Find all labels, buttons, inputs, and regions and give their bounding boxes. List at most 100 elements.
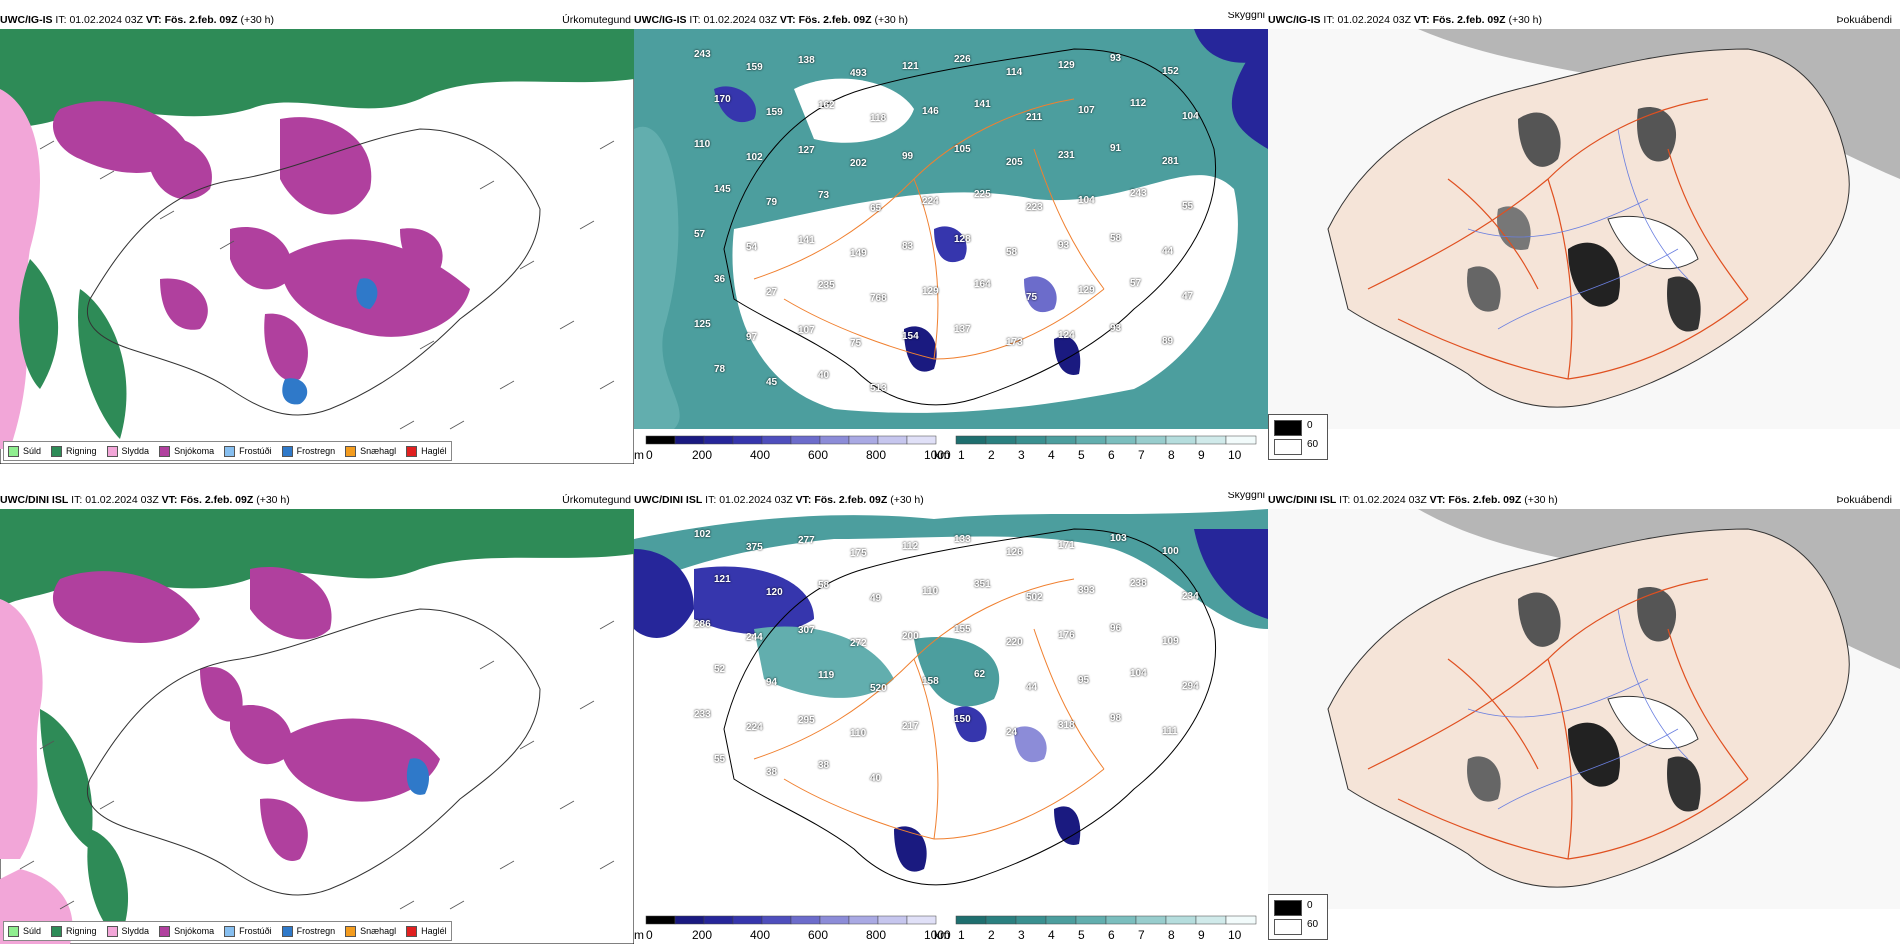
colorbar-tick-label: 2 (988, 928, 995, 942)
visibility-value-label: 502 (1026, 592, 1043, 603)
colorbar-unit: m (634, 448, 644, 462)
visibility-value-label: 110 (694, 139, 711, 150)
legend-label: Haglél (421, 446, 447, 456)
visibility-value-label: 118 (870, 113, 887, 124)
swatch (281, 445, 293, 457)
swatch (8, 445, 19, 457)
visibility-value-label: 112 (902, 541, 919, 552)
legend-item: Haglél (406, 445, 447, 457)
visibility-value-label: 62 (974, 669, 986, 680)
lead-time: (+30 h) (1524, 494, 1558, 506)
colorbar-tick-label: 1 (958, 448, 965, 462)
legend-label: Snjókoma (174, 446, 215, 456)
visibility-value-label: 149 (850, 248, 867, 259)
init-time: 01.02.2024 03Z (69, 14, 143, 26)
colorbar-swatch (1045, 915, 1077, 925)
visibility-value-label: 243 (694, 49, 711, 60)
legend-item: Rigning (51, 445, 97, 457)
colorbar-unit: km (934, 928, 950, 942)
lead-time: (+30 h) (256, 494, 290, 506)
colorbar-swatch (906, 435, 937, 445)
legend-low-label: 0 (1307, 900, 1313, 911)
colorbar-swatch (1015, 435, 1047, 445)
colorbar-tick-label: 10 (1228, 928, 1242, 942)
visibility-value-label: 110 (922, 586, 939, 597)
it-label: IT: (1323, 14, 1335, 26)
visibility-value-label: 44 (1162, 246, 1174, 257)
visibility-map (634, 509, 1268, 909)
colorbar-tick-label: 8 (1168, 448, 1175, 462)
colorbar-swatch (1165, 435, 1197, 445)
visibility-value-label: 226 (954, 54, 971, 65)
visibility-value-label: 119 (818, 670, 835, 681)
lead-time: (+30 h) (240, 14, 275, 26)
panel-title: UWC/IG-IS IT: 01.02.2024 03Z VT: Fös. 2.… (0, 12, 634, 29)
visibility-value-label: 107 (1078, 105, 1095, 116)
swatch (224, 925, 236, 937)
model-name: UWC/IG-IS (1268, 14, 1321, 26)
visibility-value-label: 55 (714, 754, 726, 765)
visibility-value-label: 281 (1162, 156, 1179, 167)
colorbar-tick-label: 400 (750, 448, 770, 462)
legend-label: Rigning (66, 446, 97, 456)
colorbar-swatch (1165, 915, 1197, 925)
panel-title: UWC/DINI ISL IT: 01.02.2024 03Z VT: Fös.… (1268, 492, 1900, 509)
visibility-value-label: 102 (694, 529, 711, 540)
vt-label: VT: (795, 494, 812, 506)
visibility-value-label: 133 (954, 534, 971, 545)
colorbar-tick-label: 9 (1198, 928, 1205, 942)
visibility-value-label: 45 (766, 377, 778, 388)
colorbar-swatch (732, 435, 763, 445)
visibility-value-label: 114 (1006, 67, 1023, 78)
model-name: UWC/IG-IS (634, 14, 687, 26)
colorbar-swatch (906, 915, 937, 925)
visibility-value-label: 224 (746, 722, 763, 733)
visibility-value-label: 99 (902, 151, 914, 162)
visibility-value-label: 286 (694, 619, 711, 630)
colorbar-tick-label: 10 (1228, 448, 1242, 462)
visibility-value-label: 173 (1006, 337, 1023, 348)
colorbar-tick-label: 200 (692, 928, 712, 942)
colorbar-tick-label: 1000 (924, 448, 951, 462)
visibility-value-label: 164 (974, 279, 991, 290)
visibility-value-label: 24 (1006, 727, 1018, 738)
colorbar-tick-label: 9 (1198, 448, 1205, 462)
visibility-value-label: 243 (1130, 188, 1147, 199)
legend-label: Haglél (421, 926, 447, 936)
colorbar-tick-label: 400 (750, 928, 770, 942)
visibility-value-label: 223 (1026, 202, 1043, 213)
it-label: IT: (705, 494, 717, 506)
visibility-value-label: 110 (850, 728, 867, 739)
colorbar-swatch (1105, 435, 1137, 445)
fog-index-legend: 0 60 (1268, 894, 1328, 940)
visibility-value-label: 295 (798, 715, 815, 726)
colorbar-swatch (761, 435, 792, 445)
colorbar-swatch (1075, 435, 1107, 445)
swatch (345, 445, 357, 457)
visibility-value-label: 36 (714, 274, 726, 285)
visibility-value-label: 277 (798, 535, 815, 546)
legend-item: Slydda (106, 925, 149, 937)
visibility-value-label: 128 (954, 234, 971, 245)
colorbar-swatch (674, 915, 705, 925)
visibility-value-label: 58 (1110, 233, 1122, 244)
visibility-value-label: 102 (746, 152, 763, 163)
field-name: Skyggni (1227, 492, 1265, 501)
visibility-value-label: 234 (1182, 591, 1199, 602)
colorbar-swatch (848, 915, 879, 925)
panel-title: UWC/IG-IS IT: 01.02.2024 03Z VT: Fös. 2.… (1268, 12, 1900, 29)
visibility-value-label: 225 (974, 189, 991, 200)
vis-values-layer: 102 375 277 175 112 133 126 171 103 100 121 120 58 49… (634, 509, 1268, 909)
panel-precip-type-igis: UWC/IG-IS IT: 01.02.2024 03Z VT: Fös. 2.… (0, 12, 634, 464)
legend-high-swatch (1274, 439, 1302, 455)
panel-fog-index-dini: UWC/DINI ISL IT: 01.02.2024 03Z VT: Fös.… (1268, 492, 1900, 944)
visibility-value-label: 150 (954, 714, 971, 725)
colorbar-tick-label: 5 (1078, 448, 1085, 462)
legend-high-swatch (1274, 919, 1302, 935)
visibility-value-label: 107 (798, 325, 815, 336)
visibility-value-label: 137 (954, 324, 971, 335)
legend-label: Frostregn (296, 926, 336, 936)
init-time: 01.02.2024 03Z (703, 14, 777, 26)
colorbar-swatch (1045, 435, 1077, 445)
